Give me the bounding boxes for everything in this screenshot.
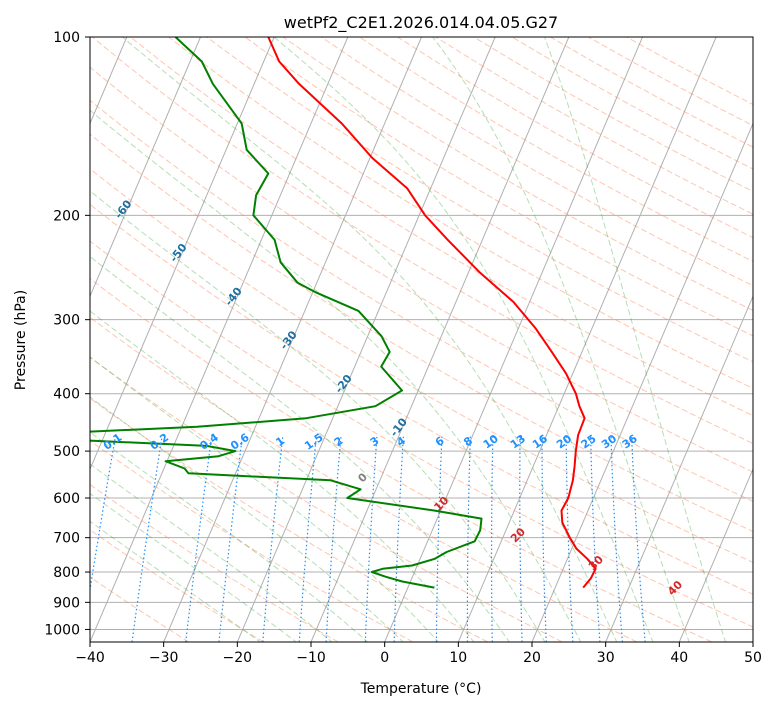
moist-adiabat-line <box>90 396 404 642</box>
mixing-ratio-line <box>393 435 405 642</box>
y-tick-label: 600 <box>53 491 80 507</box>
moist-adiabat-line <box>90 492 298 642</box>
isotherm-line <box>605 295 753 642</box>
mixing-ratio-line <box>218 435 244 642</box>
y-tick-label: 900 <box>53 595 80 611</box>
y-tick-label: 300 <box>53 313 80 329</box>
x-tick-label: 40 <box>670 650 688 666</box>
dry-adiabat-line <box>282 37 753 312</box>
reference-lines <box>90 37 753 642</box>
isotherm-line <box>384 37 643 642</box>
mixing-ratio-line <box>590 435 601 642</box>
mixing-ratio-line <box>435 435 443 642</box>
mixing-ratio-line <box>364 435 378 642</box>
moist-adiabat-line <box>90 310 475 642</box>
x-tick-label: 50 <box>744 650 762 666</box>
dry-adiabat-line <box>90 483 339 642</box>
x-tick-label: −10 <box>296 650 326 666</box>
mixing-ratio-line <box>519 435 523 642</box>
dry-adiabat-line <box>130 37 753 417</box>
mixing-ratio-line <box>541 435 547 642</box>
moist-adiabat-line <box>90 190 546 642</box>
plot-frame <box>89 36 754 643</box>
moist-adiabat-line <box>90 109 582 642</box>
y-tick-label: 1000 <box>44 622 80 638</box>
x-tick-label: 30 <box>597 650 615 666</box>
y-axis-label: Pressure (hPa) <box>13 290 29 390</box>
isotherm-line <box>236 37 496 642</box>
mixing-ratio-line <box>490 435 494 642</box>
moist-adiabat-line <box>90 463 333 642</box>
isotherm-line <box>678 467 753 642</box>
dry-adiabat-line <box>90 240 753 628</box>
x-tick-label: −40 <box>75 650 105 666</box>
y-tick-label: 500 <box>53 444 80 460</box>
x-axis-label: Temperature (°C) <box>360 681 482 697</box>
sounding-profiles <box>90 37 597 589</box>
x-tick-label: 0 <box>380 650 389 666</box>
moist-adiabat-line <box>90 520 262 642</box>
dry-adiabat-line <box>90 133 753 533</box>
moist-adiabat-line <box>90 255 510 642</box>
isotherm-line <box>310 37 570 642</box>
moist-adiabat-line <box>121 37 618 642</box>
chart-title: wetPf2_C2E1.2026.014.04.05.G27 <box>284 13 558 33</box>
isotherm-line <box>531 122 753 642</box>
isotherm-line <box>90 37 275 471</box>
grid-lines <box>90 37 753 642</box>
temperature-profile-line <box>267 37 597 589</box>
moist-adiabat-line <box>90 356 440 642</box>
mixing-ratio-line <box>262 435 284 642</box>
moist-adiabat-line <box>273 37 654 642</box>
dry-adiabat-line <box>90 576 190 642</box>
moist-adiabat-line <box>432 37 690 642</box>
x-tick-label: 20 <box>523 650 541 666</box>
isotherm-line <box>90 37 201 298</box>
isotherm-line <box>90 37 349 642</box>
dry-adiabat-line <box>206 37 753 363</box>
y-tick-label: 700 <box>53 531 80 547</box>
x-tick-label: −20 <box>223 650 253 666</box>
y-tick-label: 200 <box>53 208 80 224</box>
mixing-ratio-line <box>90 435 117 594</box>
dry-adiabat-line <box>90 397 488 642</box>
mixing-ratio-line <box>325 435 342 642</box>
moist-adiabat-line <box>544 37 727 642</box>
y-tick-label: 800 <box>53 565 80 581</box>
isotherm-line <box>457 37 717 642</box>
dry-adiabat-line <box>90 203 753 595</box>
axis-ticks: −40 −30 −20 −10 0 10 20 30 40 50 100 200 300 400 500 60… <box>44 30 762 666</box>
mixing-ratio-line <box>131 435 163 642</box>
dry-adiabat-line <box>90 440 414 642</box>
mixing-ratio-line <box>565 435 574 642</box>
x-tick-label: 10 <box>449 650 467 666</box>
mixing-ratio-line <box>466 435 471 642</box>
mixing-ratio-line <box>631 435 646 642</box>
y-tick-label: 100 <box>53 30 80 46</box>
isotherm-line <box>163 37 422 642</box>
dry-adiabat-line <box>90 356 563 642</box>
dry-adiabat-line <box>90 66 753 473</box>
dry-adiabat-line <box>90 316 638 642</box>
mixing-ratio-line <box>298 435 317 642</box>
mixing-ratio-line <box>610 435 623 642</box>
x-tick-label: −30 <box>149 650 179 666</box>
y-tick-label: 400 <box>53 387 80 403</box>
moist-adiabat-line <box>90 431 369 642</box>
dewpoint-profile-line <box>90 37 483 589</box>
mixing-ratio-line <box>185 435 213 642</box>
dry-adiabat-line <box>90 168 753 563</box>
